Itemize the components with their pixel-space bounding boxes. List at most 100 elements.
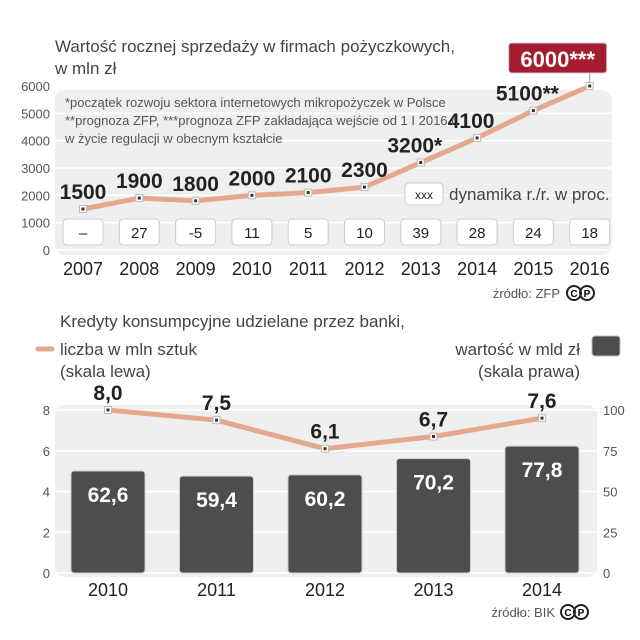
value-label: 3200* [387,135,443,158]
bar-value-label: 62,6 [88,484,129,507]
sales-line [82,83,591,212]
x-tick-label: 2011 [197,580,236,600]
value-label: 5100** [496,83,560,106]
value-label: 1800 [172,173,219,196]
line-value-label: 6,7 [419,408,448,431]
x-tick-label: 2016 [570,259,610,279]
left-y-tick-label: 8 [43,403,50,418]
value-bar [287,474,363,574]
data-point-center [531,109,535,113]
value-bar [504,445,580,574]
data-point-center [588,84,592,88]
line-legend-scale: (skala lewa) [60,362,151,381]
value-label: 2300 [341,159,388,182]
bar-legend-swatch [591,335,621,357]
left-y-tick-label: 2 [43,525,50,540]
svg-text:C: C [564,608,571,619]
bar-value-label: 70,2 [413,472,454,495]
x-tick-label: 2014 [457,259,497,279]
chart1-note-3: w życie regulacji w obecnym kształcie [64,131,282,146]
y-tick-label: 1000 [21,216,50,231]
dynamics-value: -5 [189,225,202,242]
dynamics-value: 11 [244,225,260,242]
dynamics-box [344,218,385,246]
value-label: 1500 [60,181,107,204]
data-point-center [475,136,479,140]
left-y-tick-label: 4 [43,485,50,500]
svg-text:P: P [584,289,591,300]
value-bar [179,475,254,574]
dynamics-box [400,218,442,246]
y-tick-label: 3000 [21,161,50,176]
line-value-label: 7,6 [527,390,556,413]
dynamics-box [62,218,104,246]
dynamics-box [118,218,160,246]
data-point-center [363,185,366,189]
data-point-center [137,196,141,200]
y-tick-label: 5000 [21,106,50,121]
x-tick-label: 2007 [63,259,103,279]
value-label-highlight: 6000*** [520,47,595,72]
right-y-tick-label: 25 [603,525,617,540]
x-tick-label: 2012 [305,580,345,600]
x-tick-label: 2013 [401,259,441,279]
dynamics-value: 10 [356,225,373,242]
bar-value-label: 60,2 [305,488,346,511]
bar-value-label: 77,8 [522,459,563,482]
data-point-center [419,161,423,165]
svg-text:C: C [570,289,577,300]
dynamics-value: 18 [581,225,598,242]
chart1-title: Wartość rocznej sprzedaży w firmach poży… [55,37,455,56]
dynamics-value: 39 [412,225,429,242]
chart2: 0 2 4 6 8 0 25 50 75 100 62,6 2010 59,4 2011 60,2 2012 7… [43,382,625,600]
data-point-center [81,207,85,211]
value-bar [70,470,146,574]
dynamics-box [456,218,498,246]
dynamics-box [512,218,554,246]
data-point-center [540,416,544,420]
chart1-source: źródło: ZFP [493,286,560,301]
y-tick-label: 0 [43,243,50,258]
dynamics-box [175,218,217,246]
x-tick-label: 2010 [88,580,128,600]
bar-legend-label: wartość w mld zł [454,340,580,359]
line-legend-label: liczba w mln sztuk [60,340,197,359]
x-tick-label: 2008 [119,259,159,279]
x-tick-label: 2009 [176,259,216,279]
dynamics-box [231,218,273,246]
value-bar [396,458,471,574]
chart2-source: źródło: BIK [491,605,555,620]
x-tick-label: 2013 [413,580,453,600]
right-y-tick-label: 100 [603,403,625,418]
bar-legend-scale: (skala prawa) [478,362,580,381]
value-label: 4100 [448,110,495,133]
dynamics-legend-box-text: xxx [415,188,433,202]
chart2-title: Kredyty konsumpcyjne udzielane przez ban… [60,312,405,331]
dynamics-box [287,218,329,246]
dynamics-box [569,218,611,246]
dynamics-legend-box [404,182,444,206]
x-tick-label: 2014 [522,580,562,600]
data-point-center [432,434,435,438]
data-point-center [250,193,254,197]
svg-text:P: P [578,608,585,619]
bar-value-label: 59,4 [196,489,237,512]
data-point-center [323,447,327,451]
dynamics-value: 28 [469,225,486,242]
y-tick-label: 4000 [21,134,50,149]
data-point-center [215,418,218,422]
left-y-tick-label: 6 [43,444,50,459]
chart1: 0 1000 2000 3000 4000 5000 6000 1500 – 2007 1900 27… [21,42,612,279]
data-point-center [194,199,198,203]
dynamics-value: – [79,225,88,242]
x-tick-label: 2011 [289,259,328,279]
x-tick-label: 2015 [513,259,553,279]
dynamics-value: 27 [131,225,148,242]
right-y-tick-label: 50 [603,485,617,500]
line-value-label: 8,0 [93,382,122,405]
line-value-label: 6,1 [310,421,340,444]
x-tick-label: 2010 [232,259,272,279]
